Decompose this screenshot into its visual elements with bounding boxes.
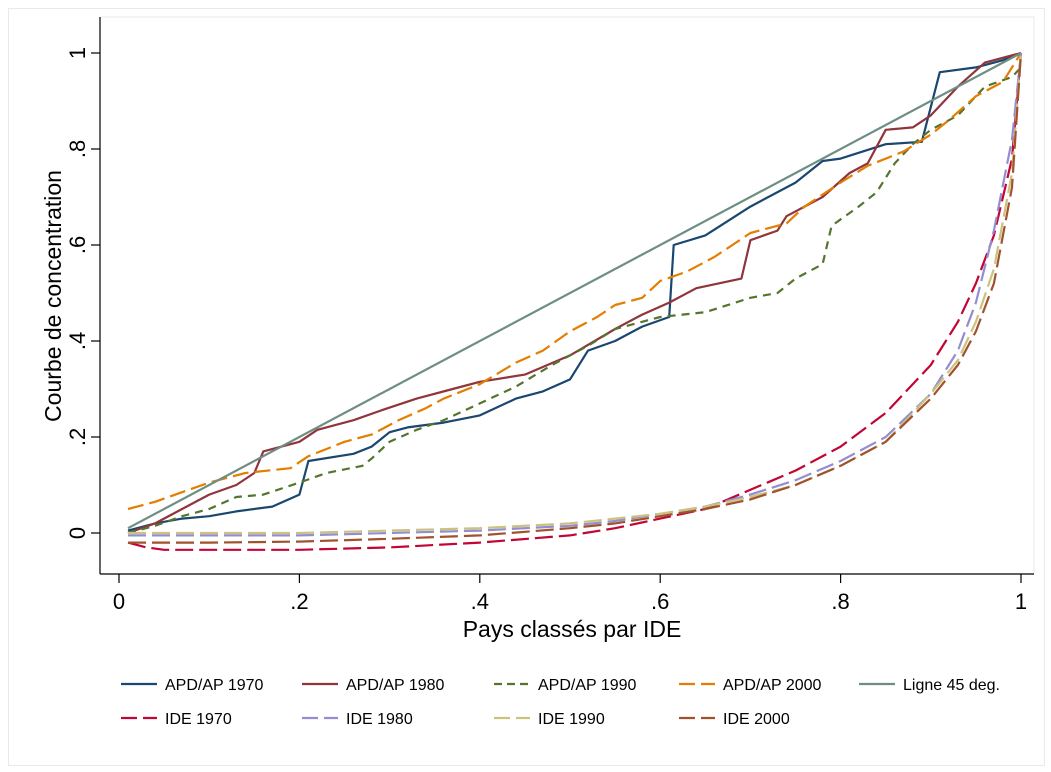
x-tick-label: .2 [290, 589, 308, 614]
x-axis-label: Pays classés par IDE [463, 616, 682, 642]
x-tick-label: 1 [1015, 589, 1027, 614]
series-line-2 [127, 66, 1022, 535]
series-line-6 [128, 52, 1023, 537]
legend-label: APD/AP 1980 [346, 677, 445, 694]
y-axis-label: Courbe de concentration [40, 170, 66, 422]
y-tick-label: .8 [65, 140, 90, 158]
y-tick-label: 1 [65, 47, 90, 59]
series-line-8 [128, 52, 1023, 544]
series-line-4 [127, 52, 1022, 530]
y-tick-label: .6 [65, 236, 90, 254]
legend: APD/AP 1970 APD/AP 1980 APD/AP 1990 APD/AP … [121, 677, 1000, 728]
axes: 0 .2 .4 .6 .8 1 0 .2 .4 .6 .8 1 [65, 17, 1034, 614]
y-tick-label: .2 [65, 428, 90, 446]
legend-label: IDE 2000 [723, 711, 790, 728]
y-tick-label: .4 [65, 332, 90, 350]
x-tick-label: .6 [651, 589, 669, 614]
legend-label: IDE 1970 [165, 711, 232, 728]
legend-label: Ligne 45 deg. [903, 677, 1000, 694]
legend-label: APD/AP 1990 [538, 677, 637, 694]
x-tick-label: .4 [471, 589, 489, 614]
x-tick-label: .8 [831, 589, 849, 614]
legend-label: IDE 1980 [346, 711, 413, 728]
chart-frame: 0 .2 .4 .6 .8 1 0 .2 .4 .6 .8 1 Pays classés par ID… [8, 8, 1045, 766]
legend-label: APD/AP 1970 [165, 677, 264, 694]
legend-label: IDE 1990 [538, 711, 605, 728]
series-line-3 [127, 52, 1022, 511]
series-line-7 [128, 52, 1023, 535]
series-lines [127, 51, 1023, 551]
legend-label: APD/AP 2000 [723, 677, 822, 694]
concentration-chart: 0 .2 .4 .6 .8 1 0 .2 .4 .6 .8 1 Pays classés par ID… [40, 16, 1035, 728]
series-line-0 [127, 51, 1022, 532]
y-tick-label: 0 [65, 527, 90, 539]
x-tick-label: 0 [113, 589, 125, 614]
